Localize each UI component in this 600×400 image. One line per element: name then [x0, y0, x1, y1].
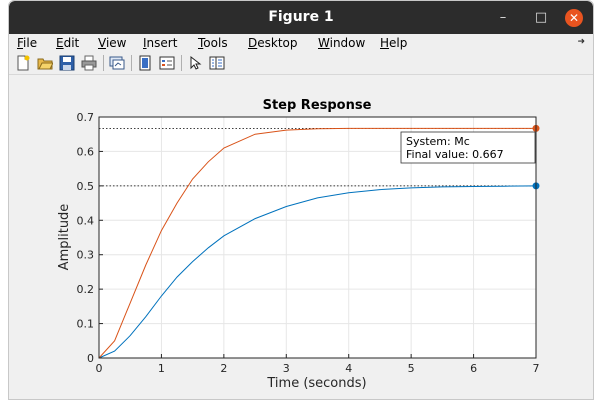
toolbar: [9, 52, 593, 75]
link-plot-icon[interactable]: [109, 55, 125, 71]
title-bar[interactable]: Figure 1 – □ ✕: [9, 1, 593, 34]
menu-view-rest: iew: [105, 36, 127, 50]
datatip-value-text: Final value: 0.667: [406, 148, 504, 161]
minimize-icon[interactable]: –: [499, 10, 507, 25]
menu-desktop[interactable]: Desktop: [248, 36, 298, 50]
menu-edit[interactable]: Edit: [56, 36, 80, 50]
menu-insert-rest: nsert: [146, 36, 178, 50]
edit-plot-icon[interactable]: [187, 55, 203, 71]
series-group: [98, 124, 540, 359]
menu-overflow-arrow-icon[interactable]: ➜: [577, 37, 585, 47]
x-tick-label: 6: [470, 362, 477, 375]
y-tick-label: 0.1: [77, 318, 95, 331]
menu-desktop-rest: esktop: [257, 36, 298, 50]
y-tick-label: 0.4: [77, 214, 95, 227]
menu-window-rest: indow: [329, 36, 366, 50]
menu-insert[interactable]: Insert: [143, 36, 178, 50]
toolbar-separator: [131, 55, 132, 71]
insert-legend-icon[interactable]: [159, 55, 175, 71]
figure-window: Figure 1 – □ ✕ File Edit View Insert Too…: [8, 0, 594, 400]
print-icon[interactable]: [81, 55, 97, 71]
datatip-system-text: System: Mc: [406, 135, 470, 148]
y-tick-label: 0.6: [77, 145, 95, 158]
series-line-1[interactable]: [98, 185, 537, 359]
menu-tools-rest: ools: [203, 36, 228, 50]
x-tick-label: 1: [158, 362, 165, 375]
toolbar-separator: [103, 55, 104, 71]
open-file-icon[interactable]: [37, 55, 53, 71]
y-tick-label: 0.2: [77, 283, 95, 296]
menu-window[interactable]: Window: [318, 36, 366, 50]
x-tick-label: 3: [283, 362, 290, 375]
series-line-2[interactable]: [98, 127, 536, 359]
menu-help[interactable]: Help: [380, 36, 408, 50]
maximize-icon[interactable]: □: [534, 10, 548, 25]
x-tick-label: 4: [345, 362, 352, 375]
x-tick-label: 0: [96, 362, 103, 375]
axis-ticks: 0 1 2 3 4 5 6 7 0 0.1 0.2 0.3 0.4 0.5 0.6 0.7: [77, 111, 540, 375]
property-inspector-icon[interactable]: [209, 55, 225, 71]
datatip-box: [400, 131, 536, 164]
close-icon[interactable]: ✕: [565, 9, 583, 27]
window-title: Figure 1: [268, 9, 334, 25]
menu-tools[interactable]: Tools: [198, 36, 228, 50]
y-tick-label: 0.5: [77, 180, 95, 193]
axes-box: [98, 116, 537, 359]
y-axis-label: Amplitude: [57, 204, 72, 271]
datatip[interactable]: System: Mc Final value: 0.667: [400, 131, 536, 164]
figure-canvas: 0 1 2 3 4 5 6 7 0 0.1 0.2 0.3 0.4 0.5 0.6 0.7 Step Resp…: [10, 75, 592, 397]
menu-view[interactable]: View: [98, 36, 127, 50]
menu-file[interactable]: File: [17, 36, 38, 50]
step-response-plot[interactable]: 0 1 2 3 4 5 6 7 0 0.1 0.2 0.3 0.4 0.5 0.6 0.7 Step Resp…: [10, 75, 592, 397]
x-axis-label: Time (seconds): [266, 376, 366, 391]
save-icon[interactable]: [59, 55, 75, 71]
x-tick-label: 2: [220, 362, 227, 375]
toolbar-separator: [181, 55, 182, 71]
chart-title: Step Response: [263, 98, 372, 113]
y-tick-label: 0: [87, 352, 94, 365]
menu-help-rest: elp: [389, 36, 408, 50]
new-figure-icon[interactable]: [15, 55, 31, 71]
menu-edit-rest: dit: [63, 36, 80, 50]
menu-bar: File Edit View Insert Tools Desktop Wind…: [9, 34, 593, 52]
y-tick-label: 0.7: [77, 111, 95, 124]
menu-file-rest: ile: [23, 36, 38, 50]
x-tick-label: 7: [533, 362, 540, 375]
x-tick-label: 5: [408, 362, 415, 375]
y-tick-label: 0.3: [77, 249, 95, 262]
insert-colorbar-icon[interactable]: [137, 55, 153, 71]
